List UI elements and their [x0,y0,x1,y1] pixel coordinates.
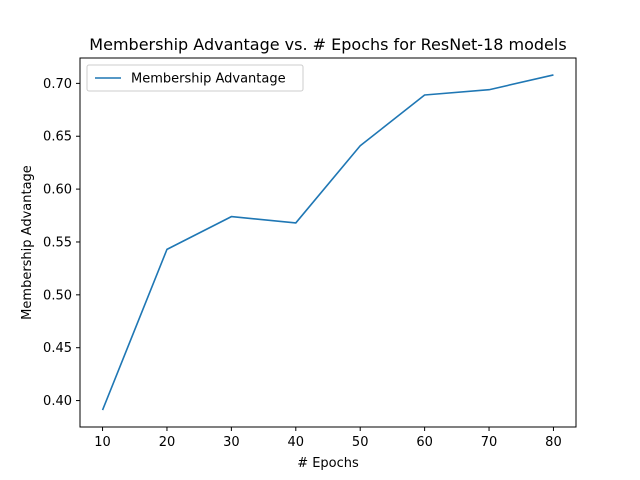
legend: Membership Advantage [86,64,304,92]
x-tick-label: 70 [481,435,498,450]
x-tick-label: 30 [223,435,240,450]
legend-box [86,64,304,92]
x-tick-label: 60 [416,435,433,450]
y-tick-label: 0.40 [43,394,72,409]
x-tick-label: 50 [352,435,369,450]
x-tick-label: 80 [545,435,562,450]
y-tick-label: 0.65 [43,130,72,145]
plot-area [80,58,576,427]
series-line [101,74,554,411]
legend-label: Membership Advantage [131,72,286,87]
x-axis-label: # Epochs [297,456,359,471]
y-tick-label: 0.55 [43,235,72,250]
y-tick-label: 0.60 [43,183,72,198]
x-tick-label: 20 [159,435,176,450]
y-tick-label: 0.50 [43,288,72,303]
y-axis-label: Membership Advantage [20,165,35,320]
x-tick-label: 10 [94,435,111,450]
x-tick-label: 40 [288,435,305,450]
plot-frame [79,57,577,428]
y-tick-label: 0.45 [43,341,72,356]
y-tick-label: 0.70 [43,77,72,92]
chart-title: Membership Advantage vs. # Epochs for Re… [89,35,566,54]
